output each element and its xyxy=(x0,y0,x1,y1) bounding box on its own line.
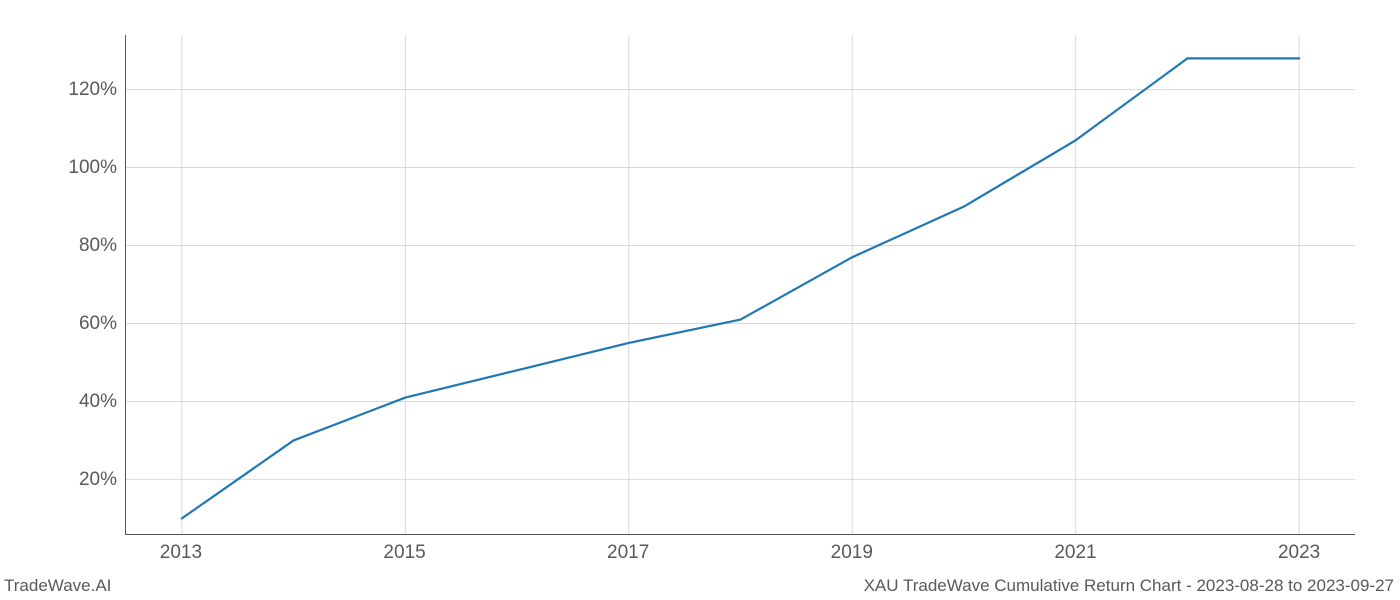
y-tick-label: 80% xyxy=(79,235,117,257)
plot-area xyxy=(125,35,1355,535)
x-tick-label: 2021 xyxy=(1054,542,1096,564)
x-tick-label: 2013 xyxy=(160,542,202,564)
chart-container: 20% 40% 60% 80% 100% 120% 2013 2015 2017 2019 202… xyxy=(0,0,1400,600)
y-tick-label: 20% xyxy=(79,469,117,491)
x-tick-label: 2015 xyxy=(383,542,425,564)
x-tick-label: 2019 xyxy=(831,542,873,564)
chart-svg xyxy=(126,35,1355,534)
x-tick-label: 2023 xyxy=(1278,542,1320,564)
footer-right-text: XAU TradeWave Cumulative Return Chart - … xyxy=(864,576,1394,596)
y-tick-label: 100% xyxy=(68,157,117,179)
footer-left-text: TradeWave.AI xyxy=(4,576,111,596)
x-tick-label: 2017 xyxy=(607,542,649,564)
y-tick-label: 60% xyxy=(79,313,117,335)
y-tick-label: 40% xyxy=(79,391,117,413)
y-tick-label: 120% xyxy=(68,79,117,101)
